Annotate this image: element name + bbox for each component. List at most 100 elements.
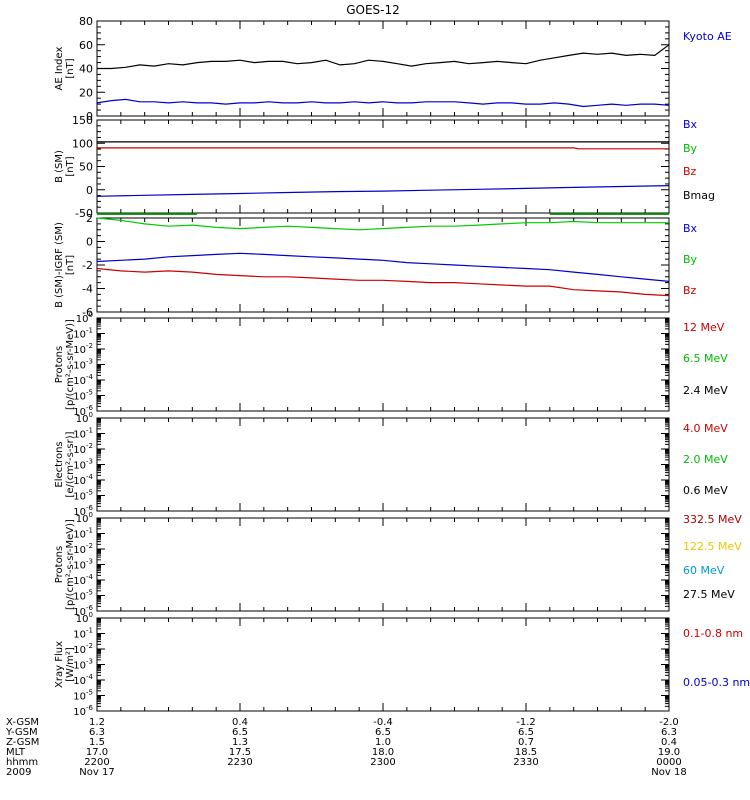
panel-frame xyxy=(96,119,670,214)
y-tick-label: 10-4 xyxy=(73,673,93,687)
series-line-ae-2 xyxy=(96,98,670,108)
legend-label: Bmag xyxy=(683,189,715,202)
y-tick-label: 0 xyxy=(86,236,93,249)
axis-row-value: 17.5 xyxy=(229,747,251,758)
axis-row-value: Nov 18 xyxy=(651,767,686,778)
legend-label: Bz xyxy=(683,284,697,297)
legend-label: Themis AE xyxy=(682,0,741,3)
y-tick-label: 10-1 xyxy=(73,627,93,641)
axis-row-value: 19.0 xyxy=(658,747,680,758)
y-tick-label: -4 xyxy=(82,283,93,296)
y-tick-label: 10-2 xyxy=(73,542,93,556)
y-tick-label: 150 xyxy=(72,114,93,127)
legend-label: 12 MeV xyxy=(683,321,725,334)
axis-row-value: 0.4 xyxy=(661,737,677,748)
y-axis-unit: [nT] xyxy=(65,255,76,275)
legend-label: By xyxy=(683,142,698,155)
axis-row-value: 6.3 xyxy=(661,727,677,738)
y-tick-label: 40 xyxy=(79,63,93,76)
y-tick-exponent: -6 xyxy=(86,404,94,412)
panel-ae: 0 20 40 60 80 AE Index[nT] Kyoto AE Themis AE xyxy=(54,0,741,123)
y-tick-label: 10-4 xyxy=(73,573,93,587)
axis-row-value: 17.0 xyxy=(86,747,108,758)
axis-row-value: 2200 xyxy=(84,757,109,768)
axis-row-label: Y-GSM xyxy=(5,727,38,738)
series-line-ae-1 xyxy=(97,44,670,70)
y-tick-label: 60 xyxy=(79,39,93,52)
panel-frame xyxy=(96,417,670,512)
y-axis-label: B (SM)-IGRF (SM) xyxy=(54,222,65,308)
y-tick-exponent: -3 xyxy=(86,358,93,366)
y-tick-label: 10-4 xyxy=(73,473,93,487)
axis-row-value: 2330 xyxy=(513,757,538,768)
axis-row-value: 1.5 xyxy=(89,737,105,748)
axis-row-value: 2230 xyxy=(227,757,252,768)
legend-label: By xyxy=(683,253,698,266)
panel-b: -50 0 50 100 150 B (SM) [nT] Bx By Bz Bmag xyxy=(54,114,715,220)
legend-label: 2.4 MeV xyxy=(683,384,728,397)
axis-row-label: X-GSM xyxy=(6,717,39,728)
axis-row-value: 0.4 xyxy=(232,717,248,728)
legend-label: 27.5 MeV xyxy=(683,588,735,601)
y-tick-label: 10-5 xyxy=(73,689,93,703)
y-tick-exponent: 0 xyxy=(89,611,93,619)
panel-bdiff: -6 -4 -2 0 2 B (SM)-IGRF (SM) [nT] Bx By Bz xyxy=(54,212,698,319)
y-tick-exponent: -3 xyxy=(86,658,93,666)
y-tick-label: 10-3 xyxy=(73,458,93,472)
legend-label: 332.5 MeV xyxy=(683,513,742,526)
y-tick-label: 0 xyxy=(86,110,93,123)
panel-frame xyxy=(96,217,670,313)
y-tick-exponent: -4 xyxy=(86,673,94,681)
axis-row-value: 1.2 xyxy=(89,717,105,728)
legend-label: Bx xyxy=(683,222,698,235)
y-axis-label: AE Index xyxy=(54,46,65,90)
legend-label: Bz xyxy=(683,165,697,178)
axis-row-label: Z-GSM xyxy=(6,737,39,748)
y-tick-exponent: -2 xyxy=(86,642,93,650)
legend-label: 122.5 MeV xyxy=(683,540,742,553)
legend-label: 6.5 MeV xyxy=(683,352,728,365)
y-tick-exponent: -4 xyxy=(86,473,94,481)
panel-frame xyxy=(96,317,670,412)
y-tick-label: -6 xyxy=(82,306,93,319)
y-tick-exponent: -4 xyxy=(86,573,94,581)
plot-title: GOES-12 xyxy=(346,3,400,17)
axis-row-value: 6.5 xyxy=(375,727,391,738)
y-tick-exponent: -3 xyxy=(86,558,93,566)
y-tick-exponent: -6 xyxy=(86,504,94,512)
legend-label: 0.1-0.8 nm xyxy=(683,627,743,640)
y-tick-exponent: -5 xyxy=(86,489,93,497)
y-tick-exponent: -2 xyxy=(86,342,93,350)
axis-row-label: 2009 xyxy=(6,767,31,778)
y-tick-label: 10-3 xyxy=(73,658,93,672)
y-tick-label: 80 xyxy=(79,15,93,28)
y-axis-label: Protons xyxy=(54,346,65,383)
y-tick-label: 50 xyxy=(79,161,93,174)
axis-row-value: 1.3 xyxy=(232,737,248,748)
y-tick-exponent: -4 xyxy=(86,373,94,381)
axis-row-value: 0000 xyxy=(656,757,681,768)
y-tick-exponent: 0 xyxy=(89,411,93,419)
y-tick-label: 100 xyxy=(72,137,93,150)
y-tick-label: 10-3 xyxy=(73,358,93,372)
y-tick-label: 10-1 xyxy=(73,527,93,541)
axis-row-label: MLT xyxy=(6,747,26,758)
y-tick-label: 100 xyxy=(76,311,93,325)
y-tick-label: 100 xyxy=(76,511,93,525)
legend-label: 4.0 MeV xyxy=(683,422,728,435)
axis-row-value: 6.5 xyxy=(518,727,534,738)
y-tick-label: 2 xyxy=(86,212,93,225)
series-line-b-2 xyxy=(96,185,670,197)
y-axis-label: B (SM) xyxy=(54,150,65,183)
axis-row-value: 18.0 xyxy=(372,747,394,758)
y-tick-label: 10-4 xyxy=(73,373,93,387)
y-axis-label: Xray Flux xyxy=(54,641,65,688)
y-tick-exponent: -1 xyxy=(86,427,93,435)
axis-row-value: Nov 17 xyxy=(79,767,114,778)
axis-row-value: -1.2 xyxy=(516,717,536,728)
y-tick-label: 100 xyxy=(76,411,93,425)
y-tick-label: 10-5 xyxy=(73,489,93,503)
